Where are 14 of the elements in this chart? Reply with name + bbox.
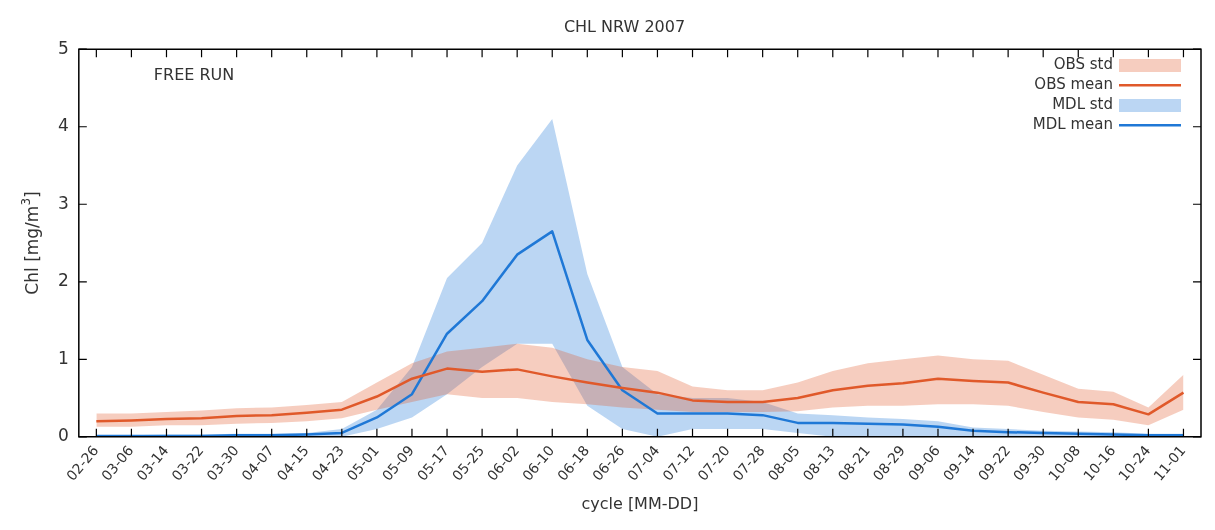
x-axis-title: cycle [MM-DD]: [581, 493, 699, 513]
annotation: FREE RUN: [153, 65, 235, 85]
y-tick-label: 1: [57, 347, 69, 368]
chart-title: CHL NRW 2007: [563, 16, 686, 36]
y-tick-label: 4: [57, 115, 69, 136]
y-axis-title: Chl [mg/m3]: [19, 191, 43, 295]
y-tick-label: 2: [57, 270, 69, 291]
annotation: OBS std: [1053, 55, 1113, 74]
y-tick-label: 5: [57, 37, 69, 58]
y-tick-label: 3: [57, 192, 69, 213]
annotation: MDL std: [1052, 95, 1113, 114]
legend-label: MDL mean: [1032, 115, 1113, 134]
y-tick-label: 0: [57, 425, 69, 446]
legend-label: OBS mean: [1034, 75, 1113, 94]
